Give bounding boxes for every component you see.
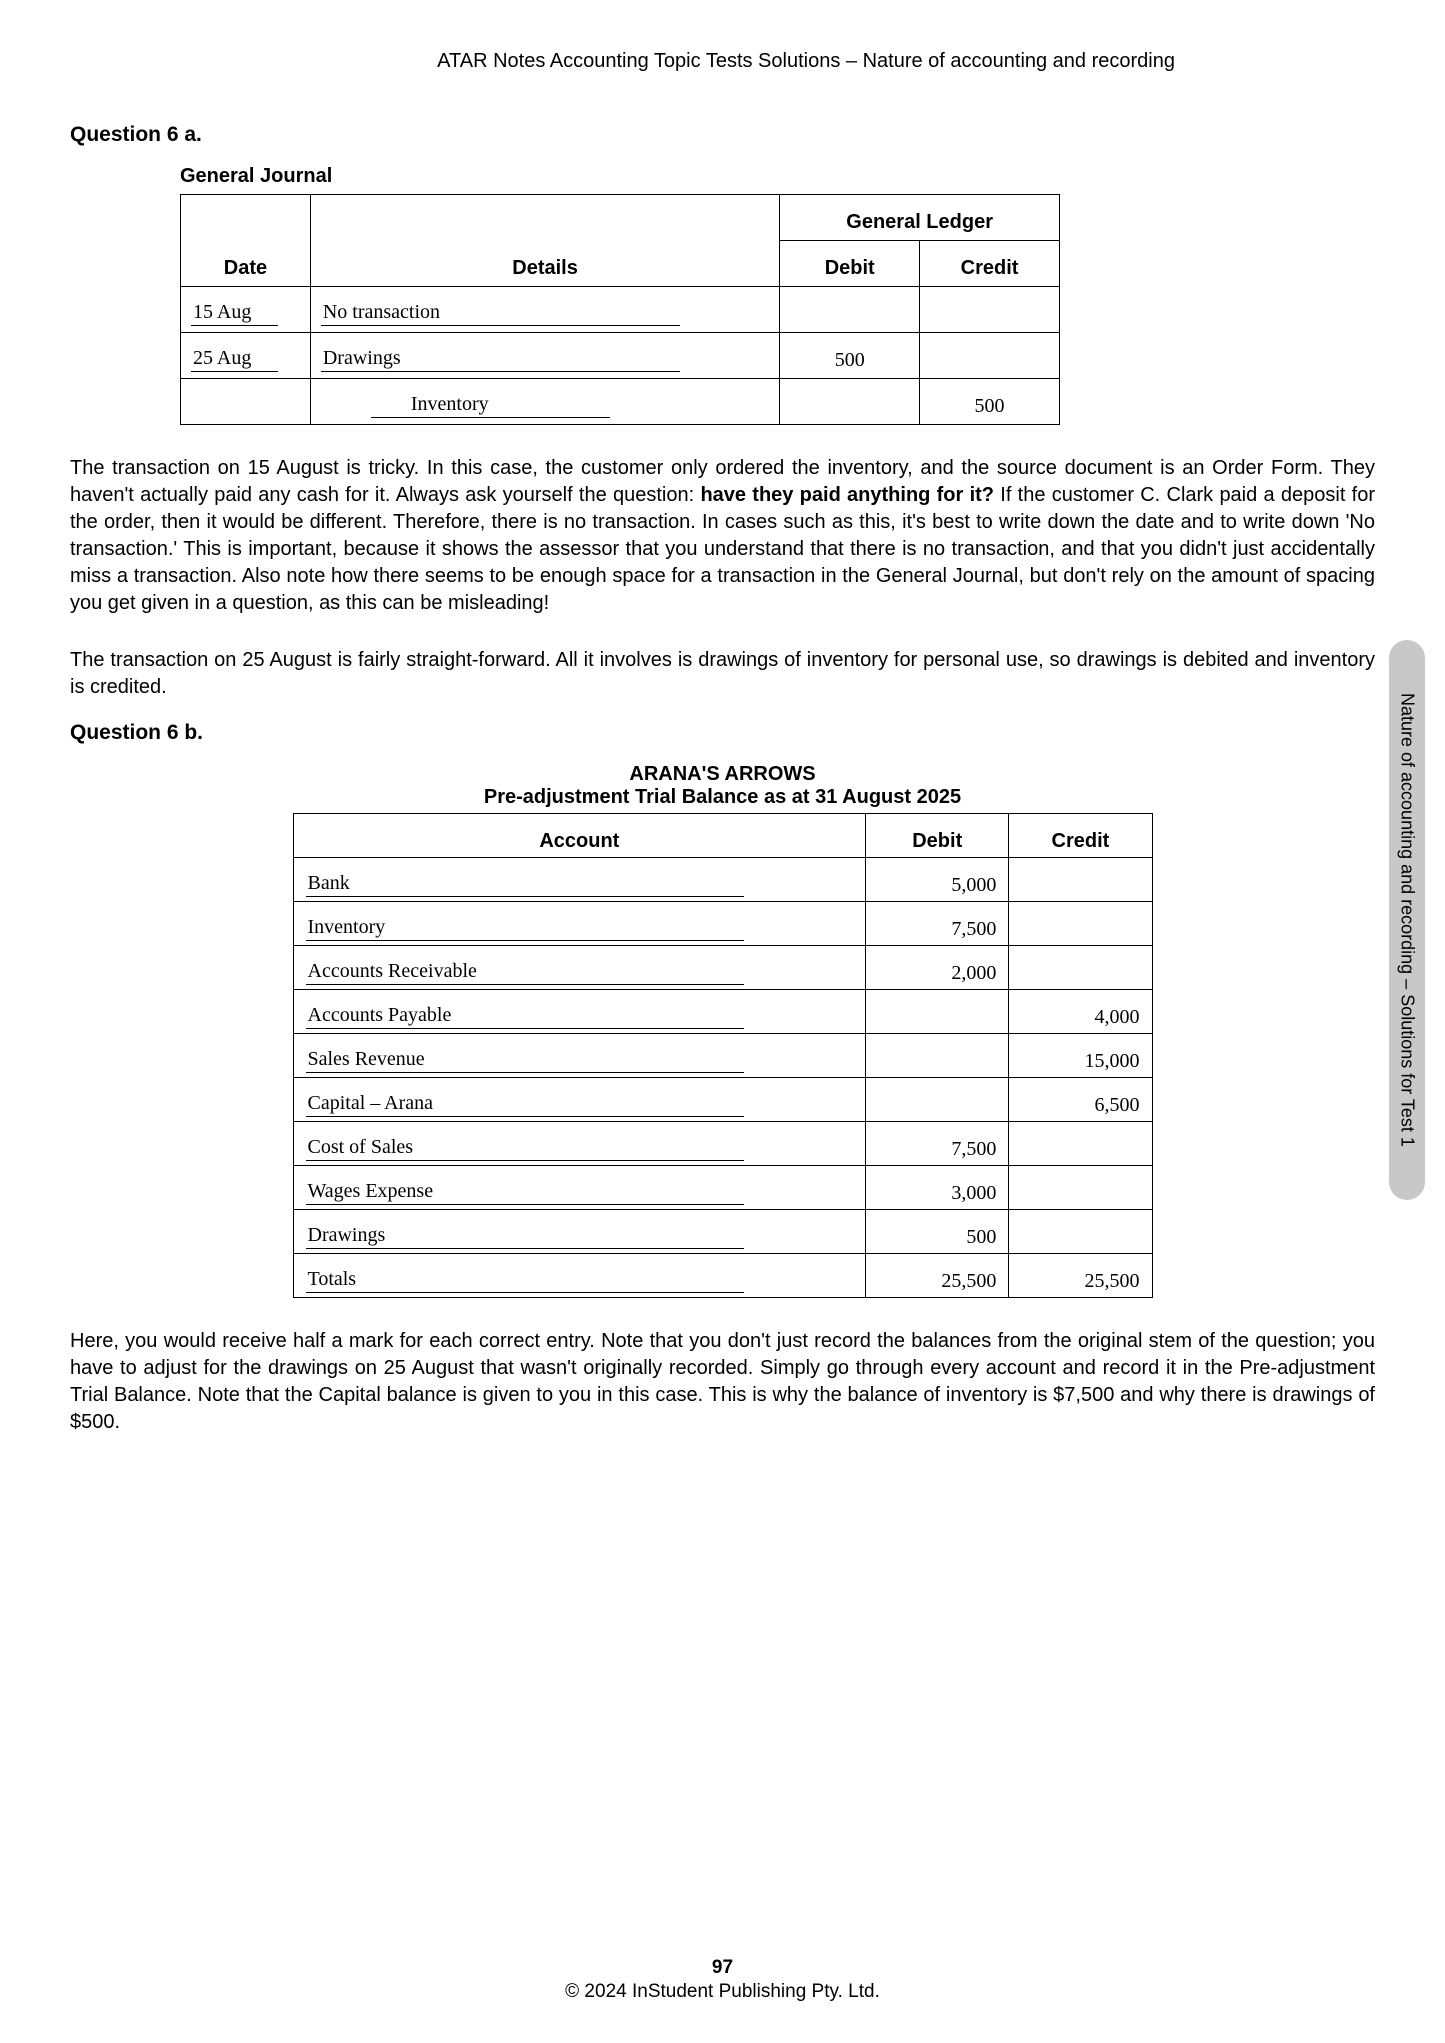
gj-row: Inventory 500 <box>181 379 1060 425</box>
question-6a-title: Question 6 a. <box>70 123 1375 147</box>
gj-header-details: Details <box>310 195 779 287</box>
tb-account: Bank <box>293 858 866 902</box>
tb-credit: 25,500 <box>1009 1254 1152 1298</box>
tb-company: ARANA'S ARROWS <box>70 763 1375 786</box>
tb-credit: 6,500 <box>1009 1078 1152 1122</box>
gj-date: 15 Aug <box>181 287 311 333</box>
tb-credit <box>1009 858 1152 902</box>
explanation-para-2: The transaction on 25 August is fairly s… <box>70 647 1375 701</box>
tb-account: Totals <box>293 1254 866 1298</box>
tb-debit <box>866 1034 1009 1078</box>
tb-account: Inventory <box>293 902 866 946</box>
side-tab-label: Nature of accounting and recording – Sol… <box>1397 693 1418 1147</box>
tb-debit: 7,500 <box>866 1122 1009 1166</box>
tb-row: Wages Expense3,000 <box>293 1166 1152 1210</box>
gj-details: Inventory <box>310 379 779 425</box>
para1-bold: have they paid anything for it? <box>700 484 994 506</box>
tb-row: Accounts Receivable2,000 <box>293 946 1152 990</box>
gj-header-gl: General Ledger <box>780 195 1060 241</box>
tb-row: Cost of Sales7,500 <box>293 1122 1152 1166</box>
gj-row: 15 AugNo transaction <box>181 287 1060 333</box>
gj-credit: 500 <box>920 379 1060 425</box>
tb-row: Inventory7,500 <box>293 902 1152 946</box>
explanation-para-3: Here, you would receive half a mark for … <box>70 1328 1375 1436</box>
tb-row: Bank5,000 <box>293 858 1152 902</box>
tb-credit <box>1009 1210 1152 1254</box>
general-journal-table: Date Details General Ledger Debit Credit… <box>180 194 1060 425</box>
gj-debit <box>780 287 920 333</box>
tb-debit <box>866 1078 1009 1122</box>
tb-credit <box>1009 946 1152 990</box>
tb-row: Totals25,50025,500 <box>293 1254 1152 1298</box>
tb-debit: 7,500 <box>866 902 1009 946</box>
tb-row: Capital – Arana 6,500 <box>293 1078 1152 1122</box>
gj-debit: 500 <box>780 333 920 379</box>
tb-credit <box>1009 1122 1152 1166</box>
tb-header-credit: Credit <box>1009 814 1152 858</box>
tb-account: Capital – Arana <box>293 1078 866 1122</box>
question-6b-title: Question 6 b. <box>70 721 1375 745</box>
tb-account: Accounts Payable <box>293 990 866 1034</box>
gj-header-date: Date <box>181 195 311 287</box>
page-footer: 97 © 2024 InStudent Publishing Pty. Ltd. <box>0 1957 1445 2003</box>
copyright: © 2024 InStudent Publishing Pty. Ltd. <box>0 1981 1445 2003</box>
tb-debit <box>866 990 1009 1034</box>
tb-credit <box>1009 1166 1152 1210</box>
tb-debit: 2,000 <box>866 946 1009 990</box>
gj-details: No transaction <box>310 287 779 333</box>
tb-header-debit: Debit <box>866 814 1009 858</box>
tb-account: Sales Revenue <box>293 1034 866 1078</box>
side-tab: Nature of accounting and recording – Sol… <box>1389 640 1425 1200</box>
tb-account: Accounts Receivable <box>293 946 866 990</box>
tb-credit: 4,000 <box>1009 990 1152 1034</box>
tb-account: Cost of Sales <box>293 1122 866 1166</box>
tb-credit: 15,000 <box>1009 1034 1152 1078</box>
trial-balance-title: ARANA'S ARROWS Pre-adjustment Trial Bala… <box>70 763 1375 809</box>
gj-header-credit: Credit <box>920 241 1060 287</box>
gj-details: Drawings <box>310 333 779 379</box>
tb-credit <box>1009 902 1152 946</box>
tb-debit: 5,000 <box>866 858 1009 902</box>
running-header: ATAR Notes Accounting Topic Tests Soluti… <box>70 50 1375 73</box>
gj-date: 25 Aug <box>181 333 311 379</box>
tb-row: Accounts Payable 4,000 <box>293 990 1152 1034</box>
tb-header-account: Account <box>293 814 866 858</box>
tb-debit: 25,500 <box>866 1254 1009 1298</box>
tb-subtitle: Pre-adjustment Trial Balance as at 31 Au… <box>70 786 1375 809</box>
tb-row: Sales Revenue 15,000 <box>293 1034 1152 1078</box>
gj-credit <box>920 287 1060 333</box>
tb-account: Wages Expense <box>293 1166 866 1210</box>
gj-header-debit: Debit <box>780 241 920 287</box>
explanation-para-1: The transaction on 15 August is tricky. … <box>70 455 1375 617</box>
tb-row: Drawings500 <box>293 1210 1152 1254</box>
gj-credit <box>920 333 1060 379</box>
trial-balance-table: Account Debit Credit Bank5,000Inventory7… <box>293 813 1153 1298</box>
tb-debit: 3,000 <box>866 1166 1009 1210</box>
gj-debit <box>780 379 920 425</box>
tb-debit: 500 <box>866 1210 1009 1254</box>
gj-date <box>181 379 311 425</box>
tb-account: Drawings <box>293 1210 866 1254</box>
general-journal-title: General Journal <box>180 165 1375 188</box>
page-number: 97 <box>0 1957 1445 1979</box>
gj-row: 25 AugDrawings500 <box>181 333 1060 379</box>
page: ATAR Notes Accounting Topic Tests Soluti… <box>0 0 1445 2043</box>
